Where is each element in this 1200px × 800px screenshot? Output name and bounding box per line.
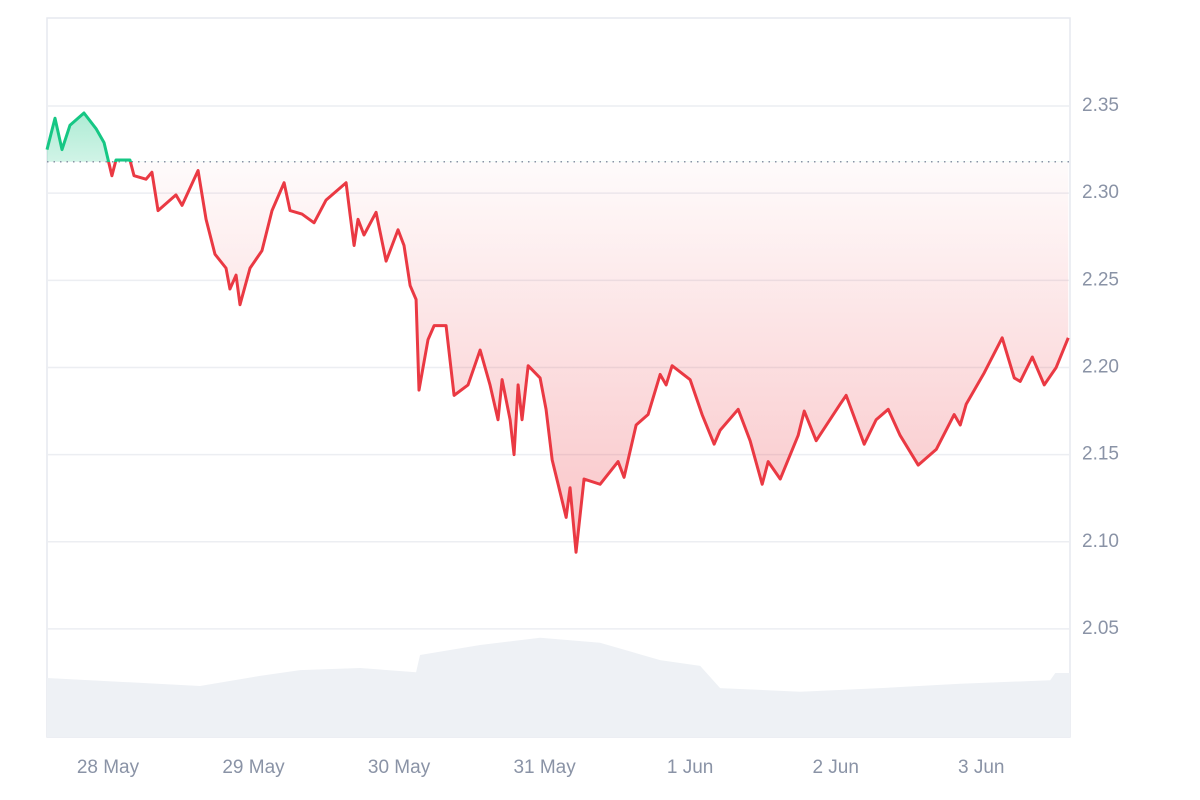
y-tick-label: 2.35 [1082, 95, 1119, 116]
y-tick-label: 2.20 [1082, 356, 1119, 377]
y-tick-label: 2.25 [1082, 269, 1119, 290]
y-tick-label: 2.15 [1082, 444, 1119, 465]
y-tick-label: 2.05 [1082, 618, 1119, 639]
x-tick-label: 1 Jun [667, 757, 713, 778]
x-tick-label: 3 Jun [958, 757, 1004, 778]
x-tick-label: 29 May [222, 757, 285, 778]
x-tick-label: 28 May [77, 757, 140, 778]
price-line [45, 111, 1070, 554]
x-tick-label: 30 May [368, 757, 431, 778]
y-tick-label: 2.30 [1082, 182, 1119, 203]
volume-area [47, 637, 1070, 737]
x-tick-label: 31 May [513, 757, 576, 778]
y-tick-label: 2.10 [1082, 531, 1119, 552]
area-fill [47, 112, 1069, 553]
x-tick-label: 2 Jun [812, 757, 858, 778]
